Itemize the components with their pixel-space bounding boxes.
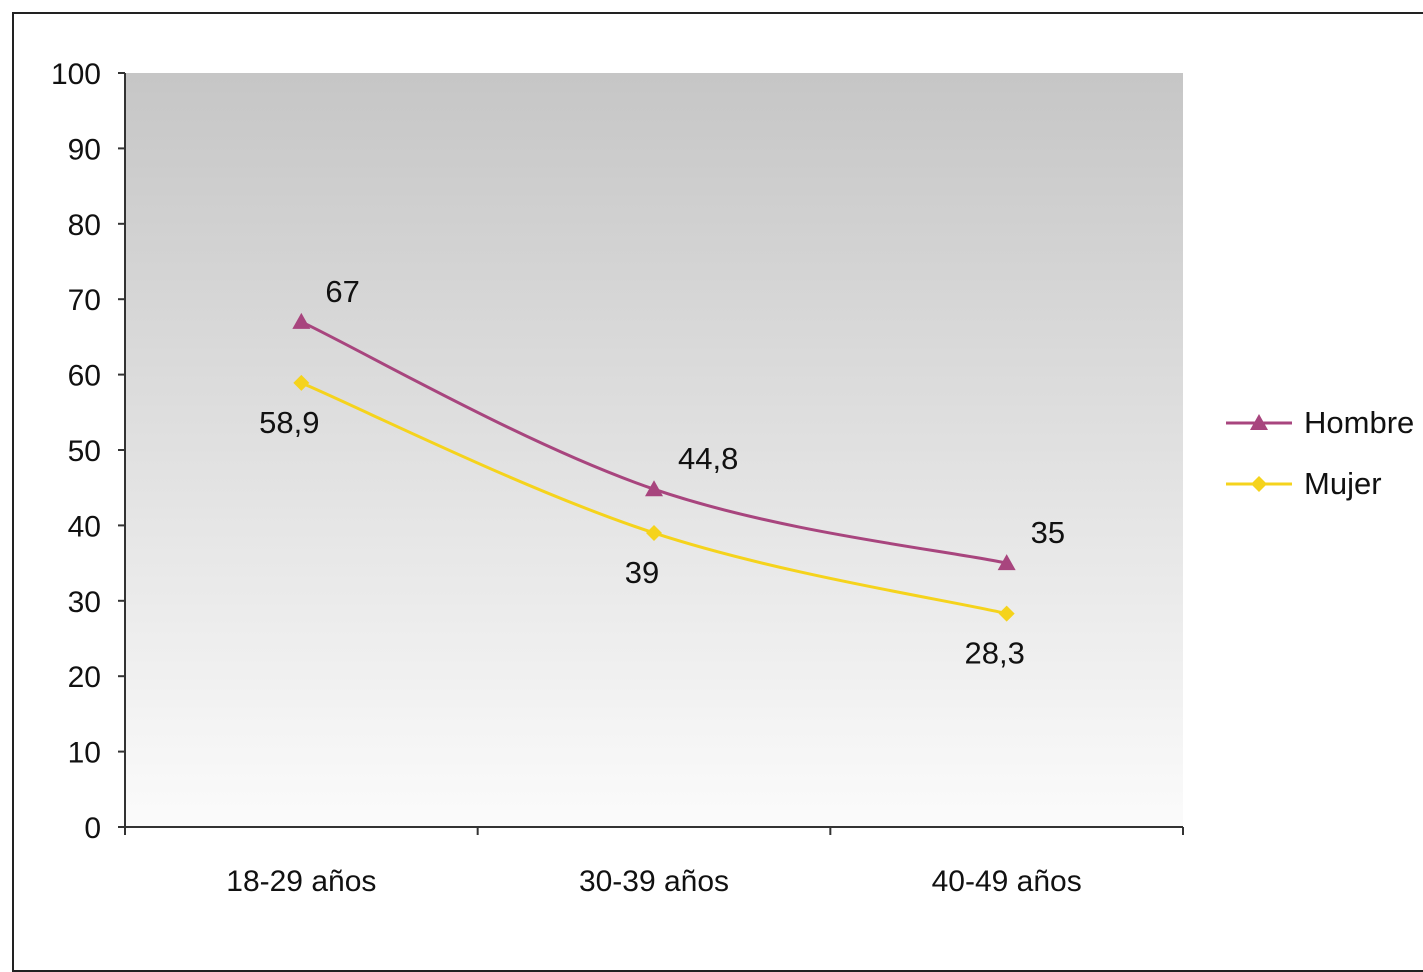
data-label: 35 (1031, 515, 1065, 550)
legend-item-mujer: Mujer (1226, 466, 1382, 501)
x-tick-label: 18-29 años (226, 865, 376, 898)
y-tick-label: 50 (68, 435, 101, 468)
x-tick-label: 30-39 años (579, 865, 729, 898)
y-tick-label: 90 (68, 133, 101, 166)
data-point (645, 480, 663, 497)
data-label: 28,3 (964, 636, 1024, 671)
y-tick-label: 20 (68, 661, 101, 694)
legend-label: Hombre (1304, 405, 1414, 440)
y-tick-label: 10 (68, 737, 101, 770)
data-point (997, 554, 1016, 571)
data-point (998, 605, 1015, 622)
series-group: 67 44,8 35 58,9 39 28,3 (259, 274, 1065, 671)
y-axis-ticks: 0 10 20 30 40 50 60 70 80 90 100 (51, 58, 125, 845)
x-axis-ticks: 18-29 años 30-39 años 40-49 años (124, 827, 1184, 898)
series-hombre: 67 44,8 35 (292, 274, 1065, 571)
y-tick-label: 40 (68, 510, 101, 543)
line-chart: 0 10 20 30 40 50 60 70 80 90 100 18-29 años 30-39 a… (51, 58, 1414, 898)
data-label: 67 (325, 274, 359, 309)
data-label: 58,9 (259, 405, 319, 440)
series-mujer: 58,9 39 28,3 (259, 374, 1025, 671)
y-tick-label: 30 (68, 586, 101, 619)
legend-marker (1250, 414, 1268, 430)
plot-area (125, 73, 1183, 827)
y-tick-label: 80 (68, 209, 101, 242)
data-point (293, 374, 310, 391)
y-tick-label: 70 (68, 284, 101, 317)
y-tick-label: 60 (68, 360, 101, 393)
legend-marker (1251, 476, 1267, 492)
data-label: 39 (625, 555, 659, 590)
y-tick-label: 0 (84, 812, 101, 845)
legend-label: Mujer (1304, 466, 1382, 501)
legend-item-hombre: Hombre (1226, 405, 1414, 440)
x-tick-label: 40-49 años (932, 865, 1082, 898)
data-label: 44,8 (678, 441, 738, 476)
y-tick-label: 100 (51, 58, 101, 91)
data-point (292, 312, 311, 329)
data-point (646, 524, 662, 541)
legend: Hombre Mujer (1226, 405, 1414, 501)
